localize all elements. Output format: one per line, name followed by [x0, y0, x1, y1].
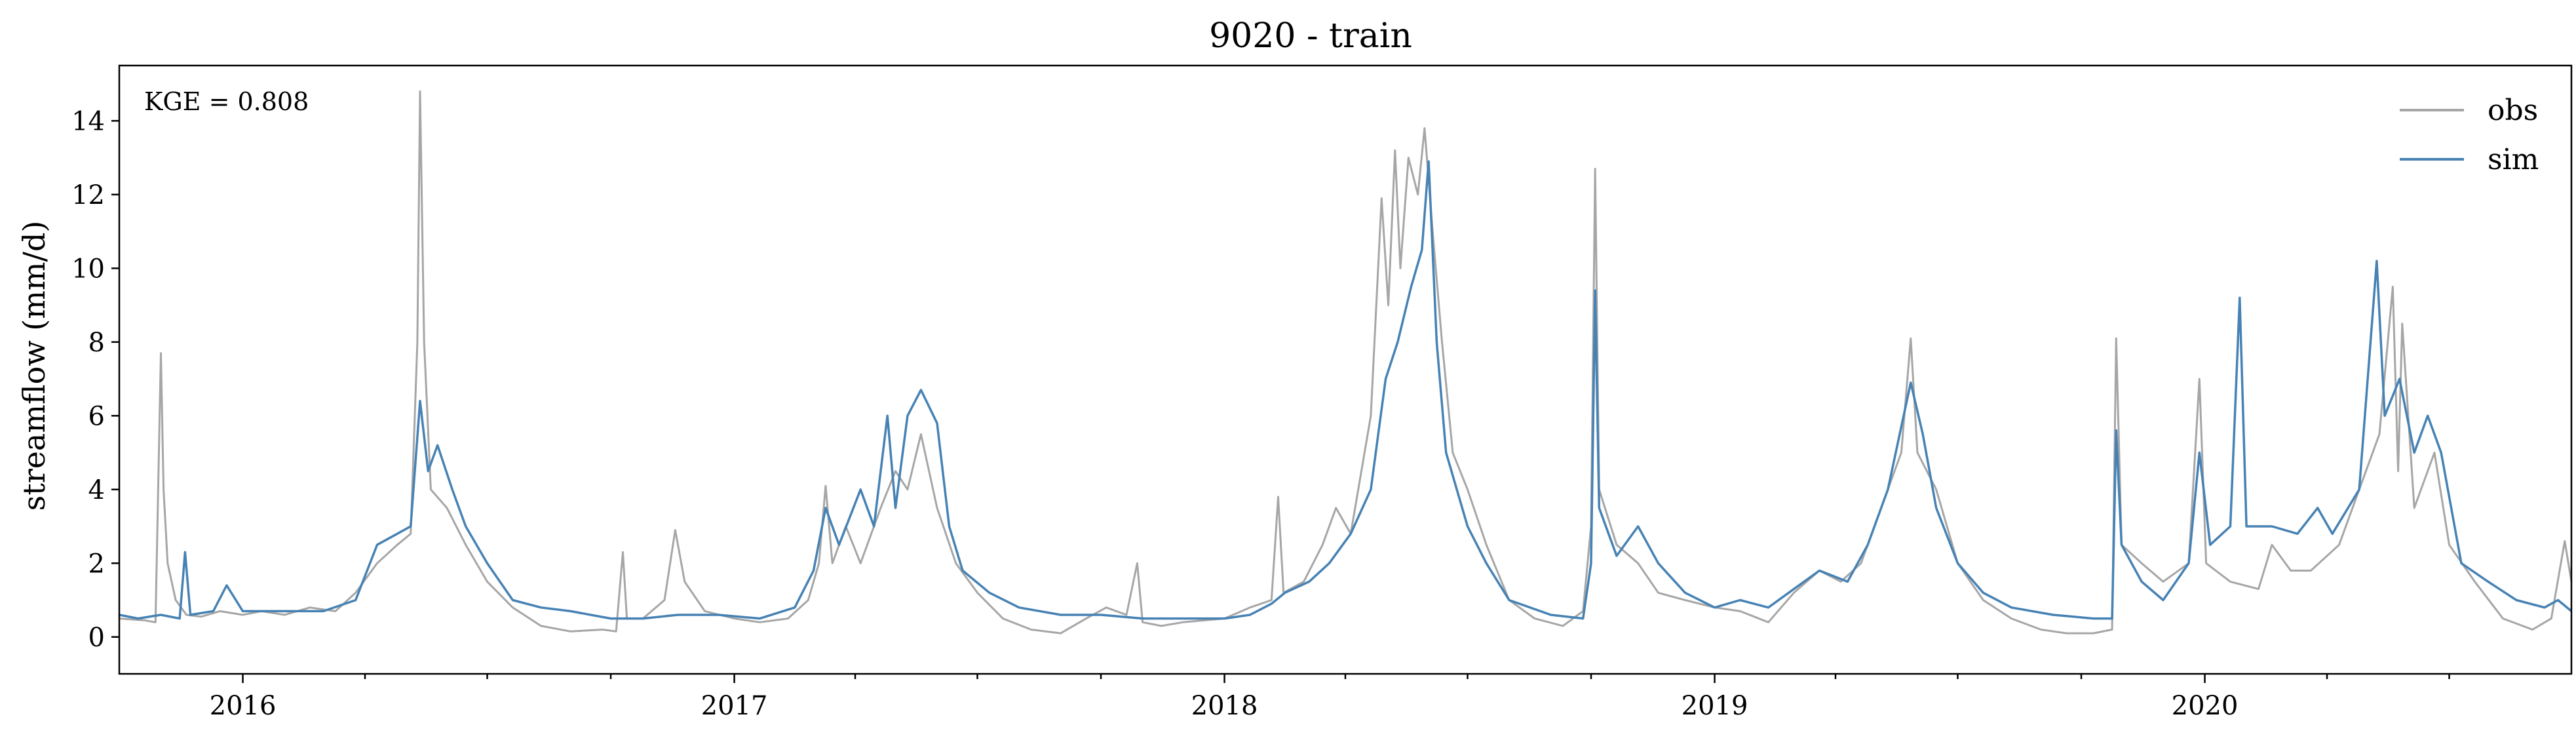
y-tick-label: 8 [88, 328, 105, 358]
x-tick-label: 2016 [210, 691, 277, 721]
y-tick-label: 6 [88, 401, 105, 431]
legend-sim-label: sim [2488, 143, 2539, 176]
legend-obs-label: obs [2488, 94, 2538, 127]
y-axis-label: streamflow (mm/d) [16, 221, 52, 511]
x-axis-ticks: 2016 2017 2018 2019 2020 [210, 674, 2450, 721]
x-tick-label: 2020 [2172, 691, 2239, 721]
y-tick-label: 12 [71, 180, 105, 210]
y-tick-label: 4 [88, 475, 105, 505]
y-tick-label: 2 [88, 549, 105, 579]
x-tick-label: 2017 [701, 691, 768, 721]
chart-title: 9020 - train [1209, 16, 1412, 56]
y-axis-ticks: 0 2 4 6 8 10 12 14 [71, 106, 119, 653]
y-tick-label: 14 [71, 106, 105, 136]
legend: obs sim [2400, 94, 2539, 176]
x-tick-label: 2019 [1682, 691, 1748, 721]
kge-annotation: KGE = 0.808 [144, 87, 309, 116]
x-tick-label: 2018 [1191, 691, 1258, 721]
series-line-sim [119, 160, 2573, 620]
y-tick-label: 10 [71, 254, 105, 284]
series-line-obs [119, 90, 2573, 635]
plot-lines [119, 90, 2573, 635]
y-tick-label: 0 [88, 623, 105, 653]
